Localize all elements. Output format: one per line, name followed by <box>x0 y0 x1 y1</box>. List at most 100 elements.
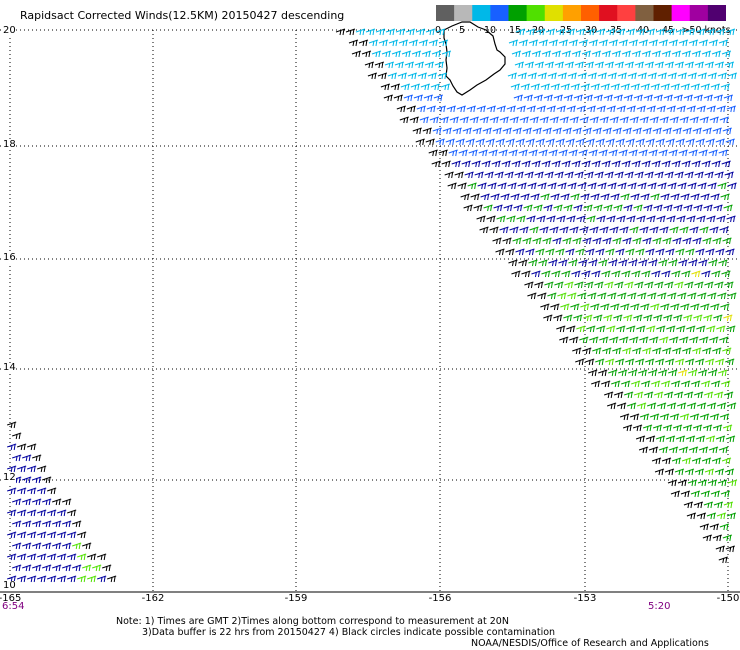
wind-barb <box>617 72 628 80</box>
wind-barb <box>702 347 712 355</box>
wind-barb <box>694 61 705 69</box>
wind-barb <box>642 424 653 432</box>
wind-barb <box>426 105 436 113</box>
wind-barb <box>602 237 612 245</box>
wind-barb <box>608 259 618 267</box>
wind-barb <box>480 193 490 201</box>
wind-barb <box>593 204 603 212</box>
wind-barb <box>618 259 628 267</box>
wind-barb <box>725 358 735 366</box>
wind-barb <box>589 226 599 234</box>
wind-barb <box>659 116 669 124</box>
wind-barb <box>580 193 590 201</box>
wind-barb <box>588 39 599 47</box>
lat-label-20: 20 <box>3 25 16 36</box>
wind-barb <box>718 556 728 564</box>
wind-barb <box>648 259 658 267</box>
wind-barb <box>664 61 675 69</box>
wind-barb <box>705 248 715 256</box>
wind-barb <box>587 182 597 190</box>
wind-barb <box>686 512 697 520</box>
wind-barb <box>490 193 500 201</box>
wind-barb <box>701 270 711 278</box>
wind-barb <box>477 182 487 190</box>
wind-barb <box>665 358 675 366</box>
wind-barb <box>565 28 576 36</box>
wind-barb <box>492 127 502 135</box>
wind-barb <box>696 215 706 223</box>
wind-barb <box>725 28 736 36</box>
wind-barb <box>727 182 737 190</box>
wind-barb <box>7 531 17 539</box>
wind-barb <box>514 61 525 69</box>
wind-barb <box>666 402 677 410</box>
wind-barb <box>412 127 422 135</box>
wind-barb <box>345 28 356 36</box>
wind-barb <box>548 39 559 47</box>
wind-barb <box>553 204 563 212</box>
wind-barb <box>672 127 682 135</box>
wind-barb <box>496 215 506 223</box>
wind-barb <box>678 369 688 377</box>
wind-barb <box>716 402 727 410</box>
wind-barb <box>590 193 600 201</box>
wind-barb <box>694 171 704 179</box>
wind-barb <box>722 127 732 135</box>
wind-barb <box>348 39 359 47</box>
wind-barb <box>489 116 499 124</box>
wind-barb <box>547 292 557 300</box>
wind-barb <box>694 281 704 289</box>
wind-barb <box>525 248 535 256</box>
wind-barb <box>648 446 659 454</box>
wind-barb <box>628 259 638 267</box>
wind-barb <box>596 105 606 113</box>
wind-barb <box>486 105 496 113</box>
wind-barb <box>696 402 707 410</box>
wind-barb <box>675 358 685 366</box>
wind-barb <box>57 509 67 517</box>
wind-barb <box>569 226 579 234</box>
wind-barb <box>699 116 709 124</box>
wind-barb <box>394 61 405 69</box>
wind-barb <box>584 61 595 69</box>
wind-barb <box>665 248 675 256</box>
wind-barb <box>506 215 516 223</box>
wind-barb <box>663 94 674 102</box>
wind-barb <box>611 50 622 58</box>
wind-barb <box>570 303 580 311</box>
wind-barb <box>678 39 689 47</box>
wind-barb <box>499 116 509 124</box>
wind-barb <box>521 50 532 58</box>
wind-barb <box>649 413 660 421</box>
wind-barb <box>505 138 515 146</box>
wind-barb <box>22 454 32 462</box>
wind-barb <box>635 248 645 256</box>
wind-barb <box>57 531 67 539</box>
wind-barb <box>616 402 627 410</box>
wind-barb <box>670 83 681 91</box>
wind-barb <box>650 303 660 311</box>
wind-barb <box>564 281 574 289</box>
wind-barb <box>62 564 72 572</box>
wind-barb <box>476 105 486 113</box>
wind-barb <box>527 292 537 300</box>
colorbar-label-0: 0 <box>434 25 442 36</box>
wind-barb <box>591 270 601 278</box>
wind-barb <box>664 281 674 289</box>
wind-barb <box>579 226 589 234</box>
wind-barb <box>507 182 517 190</box>
wind-barb <box>598 259 608 267</box>
wind-barb <box>532 127 542 135</box>
wind-barb <box>668 369 678 377</box>
wind-barb <box>484 171 494 179</box>
wind-barb <box>531 270 541 278</box>
wind-barb <box>638 39 649 47</box>
wind-barb <box>724 171 734 179</box>
lat-label-18: 18 <box>3 139 16 150</box>
wind-barb <box>573 204 583 212</box>
wind-barb <box>454 171 464 179</box>
wind-barb <box>525 138 535 146</box>
wind-barb <box>47 487 57 495</box>
wind-barb <box>554 171 564 179</box>
wind-barb <box>515 28 526 36</box>
